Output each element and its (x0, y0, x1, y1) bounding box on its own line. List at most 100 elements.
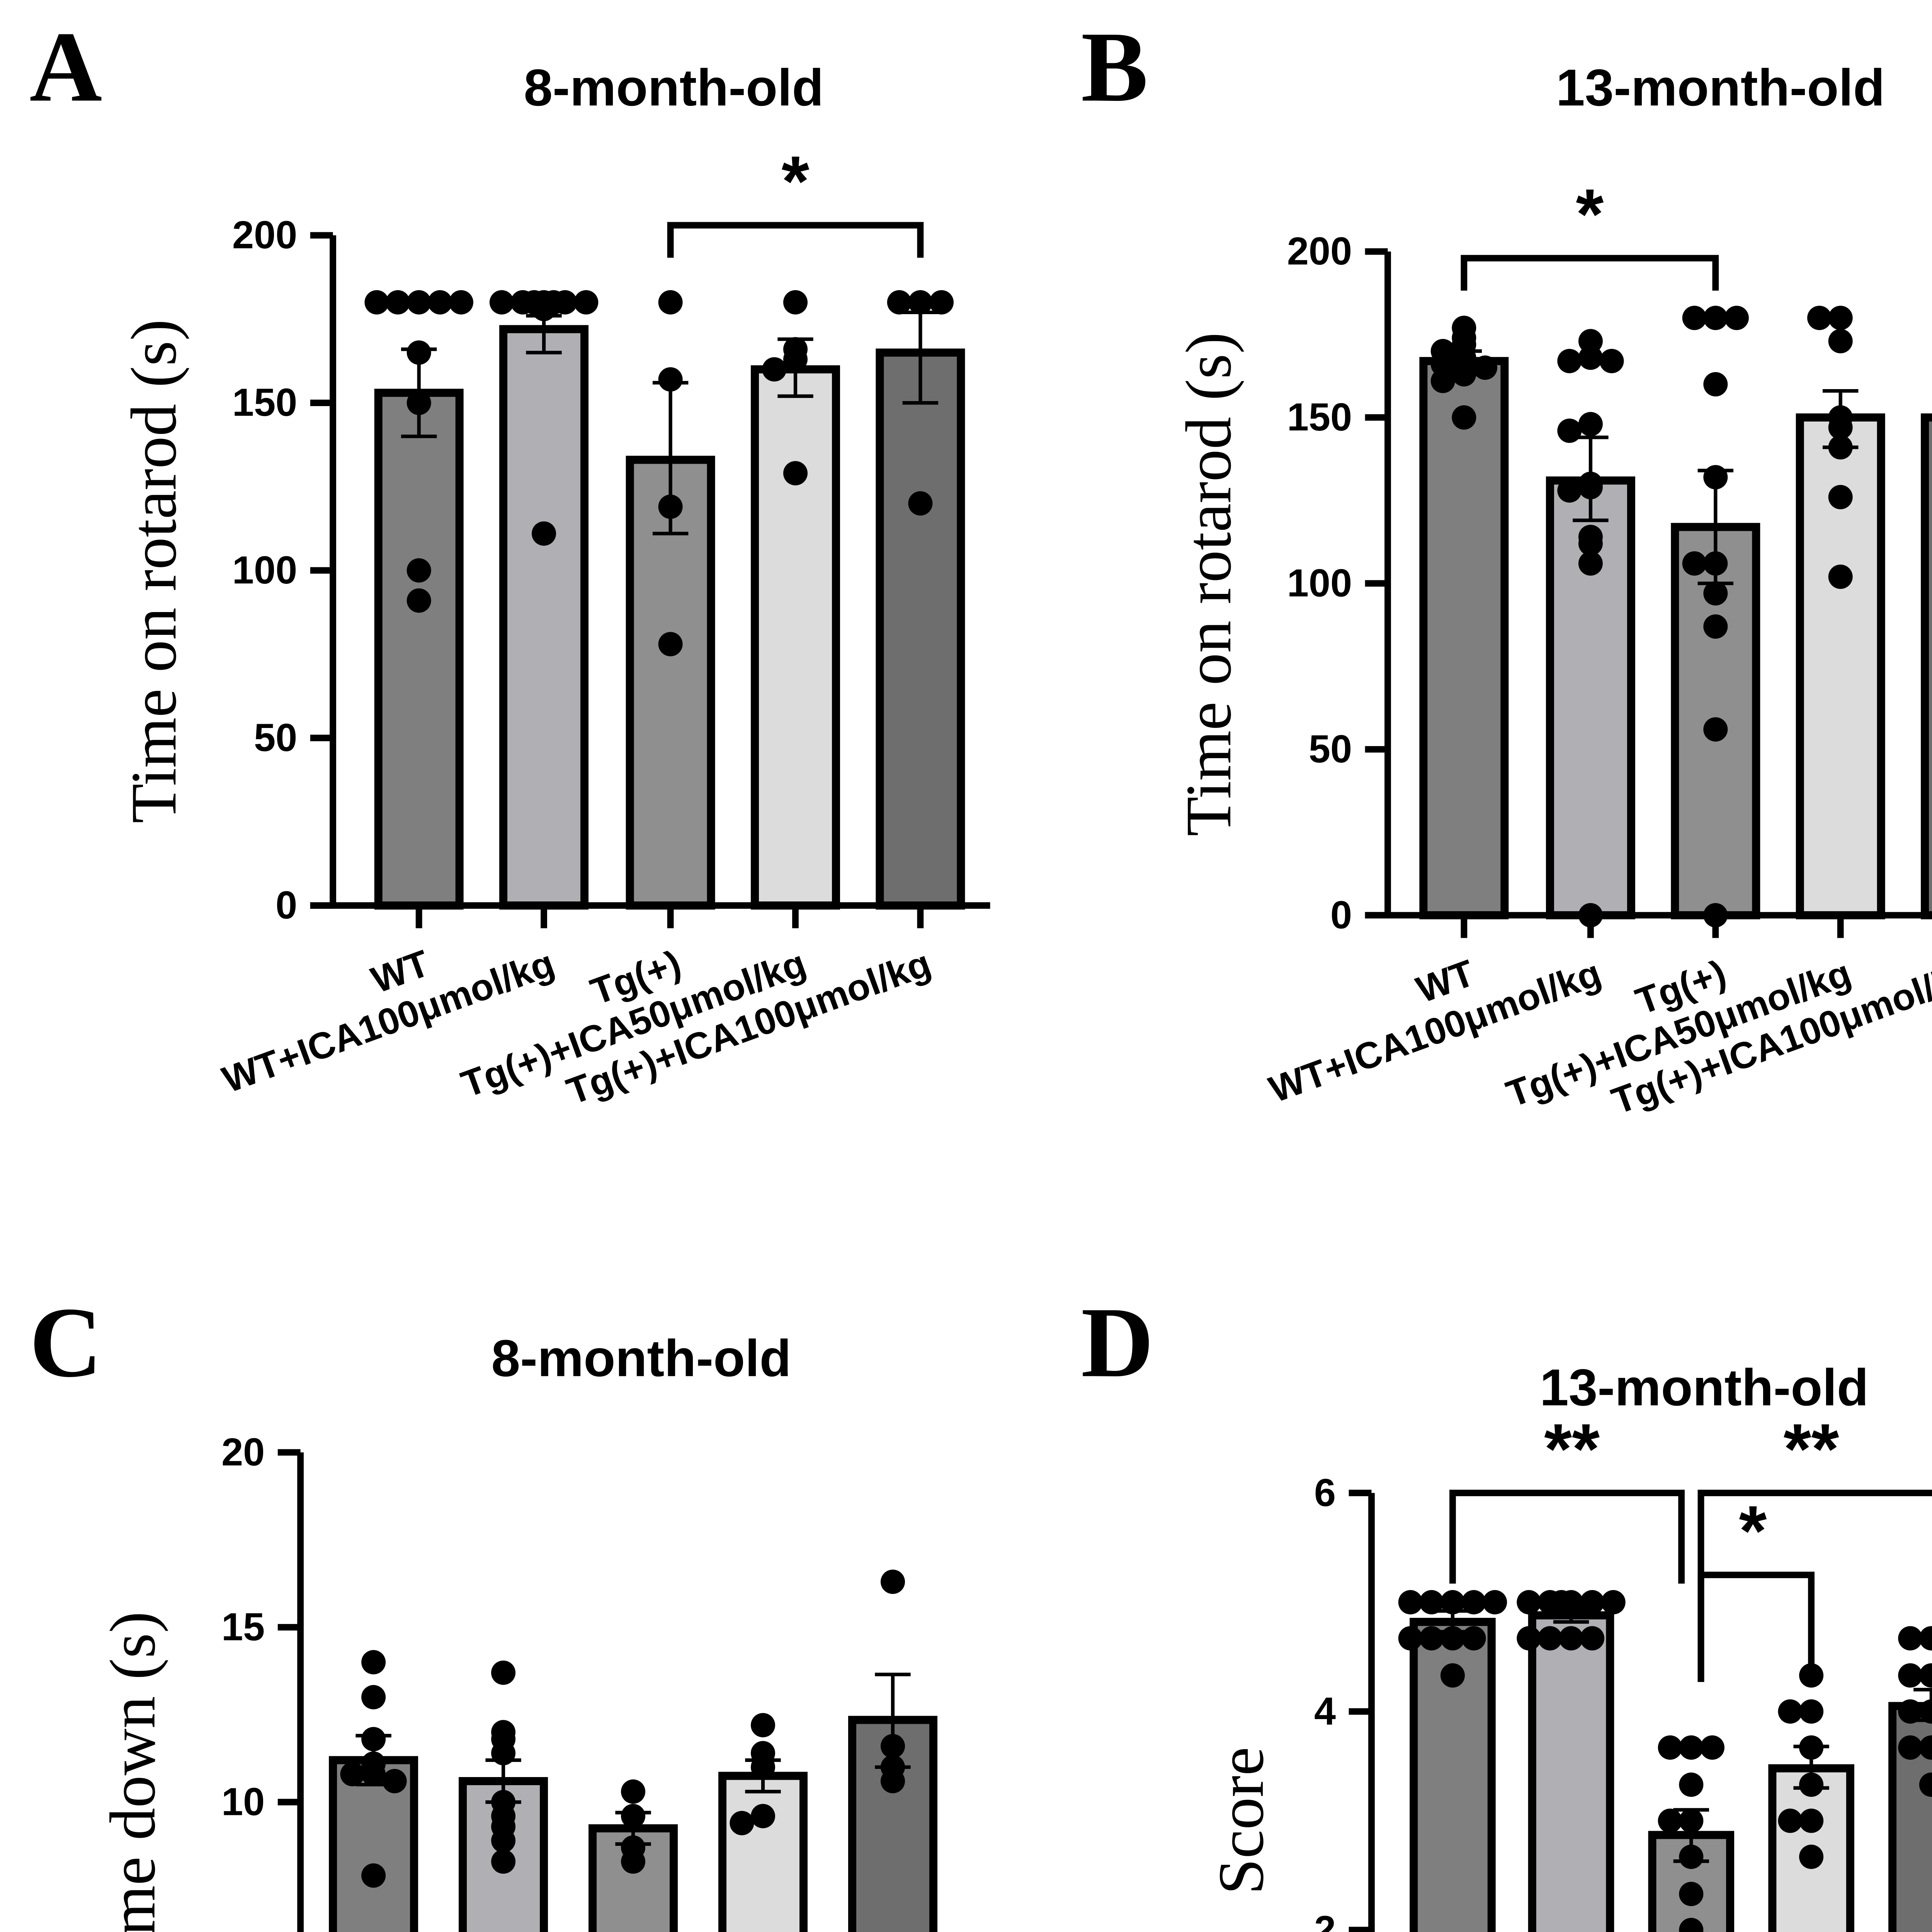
data-point (1398, 1590, 1423, 1615)
data-point (881, 1734, 905, 1759)
data-point (1703, 465, 1728, 490)
data-point (428, 290, 452, 315)
data-point (1828, 329, 1853, 354)
data-point (382, 1769, 407, 1794)
data-point (1679, 1882, 1704, 1906)
y-tick-label: 150 (232, 381, 297, 424)
data-point (1700, 1735, 1725, 1760)
data-point (1549, 1590, 1574, 1615)
data-point (1679, 1735, 1704, 1760)
data-point (658, 494, 683, 519)
data-point (1828, 415, 1853, 440)
y-tick-label: 200 (232, 214, 297, 257)
data-point (1799, 1844, 1824, 1869)
bar (374, 389, 464, 910)
data-point (1440, 1663, 1465, 1688)
panel-letter: D (1081, 1287, 1154, 1398)
y-tick-label: 10 (221, 1780, 265, 1823)
data-point (929, 290, 954, 315)
data-point (406, 290, 431, 315)
y-tick-label: 0 (276, 884, 297, 927)
bar (1921, 413, 1932, 920)
chart-title: 13-month-old (1540, 1359, 1869, 1417)
y-tick-label: 150 (1287, 396, 1352, 439)
significance-label: * (1739, 1491, 1767, 1571)
significance-label: * (1576, 175, 1604, 254)
data-point (1703, 306, 1728, 330)
data-point (361, 1650, 386, 1675)
y-axis-label: Time on rotarod (s) (1173, 332, 1245, 837)
data-point (491, 1828, 516, 1853)
data-point (783, 347, 808, 372)
data-point (1578, 531, 1603, 556)
significance-label: ** (1544, 1409, 1600, 1489)
data-point (908, 290, 933, 315)
data-point (1778, 1699, 1803, 1724)
chart-title: 8-month-old (524, 59, 823, 117)
data-point (1580, 1590, 1605, 1615)
y-tick-label: 6 (1314, 1471, 1336, 1514)
data-point (1919, 1735, 1932, 1760)
data-point (361, 1727, 386, 1752)
data-point (1898, 1626, 1923, 1651)
data-point (1452, 405, 1476, 430)
data-point (1682, 551, 1707, 576)
data-point (1799, 1772, 1824, 1797)
data-point (1578, 551, 1603, 576)
data-point (1919, 1626, 1932, 1651)
data-point (1452, 362, 1476, 387)
bar (876, 349, 965, 910)
bar (751, 365, 840, 910)
data-point (1799, 1808, 1824, 1833)
data-point (1430, 369, 1455, 393)
data-point (783, 290, 808, 315)
data-point (887, 290, 912, 315)
panel-a: A 8-month-old Time on rotarod (s) 0 50 100 150… (29, 11, 990, 1112)
significance-bracket (667, 222, 924, 258)
data-point (1559, 1626, 1583, 1651)
data-point (1679, 1918, 1704, 1932)
panel-letter: C (29, 1287, 102, 1398)
data-point (1599, 349, 1624, 373)
significance-bracket (1449, 1490, 1685, 1584)
data-point (730, 1811, 754, 1835)
panel-d: D13-month-oldScore0246WTWT+ICA100μmol/kg… (1081, 1287, 1932, 1932)
data-point (361, 1685, 386, 1709)
panel-letter: B (1081, 11, 1148, 122)
data-point (1658, 1808, 1682, 1833)
data-point (1473, 355, 1497, 380)
data-point (1419, 1626, 1444, 1651)
data-point (1703, 551, 1728, 576)
data-point (621, 1804, 646, 1828)
data-point (361, 1863, 386, 1888)
data-point (751, 1755, 776, 1779)
data-point (621, 1849, 646, 1874)
data-point (1578, 475, 1603, 500)
data-point (361, 1762, 386, 1786)
data-point (406, 340, 431, 365)
y-tick-label: 4 (1314, 1690, 1336, 1733)
data-point (658, 632, 683, 656)
data-point (1557, 418, 1582, 443)
data-point (1898, 1699, 1923, 1724)
data-point (491, 1849, 516, 1874)
significance-bracket (1697, 1571, 1815, 1682)
significance-label: * (782, 142, 810, 221)
significance-bracket (1461, 255, 1719, 291)
significance-label: ** (1784, 1409, 1839, 1489)
data-point (658, 290, 683, 315)
data-point (491, 1660, 516, 1685)
data-point (1440, 1590, 1465, 1615)
data-point (1461, 1590, 1486, 1615)
chart-title: 8-month-old (491, 1329, 791, 1387)
bar (1419, 357, 1509, 920)
data-point (908, 491, 933, 516)
data-point (1679, 1808, 1704, 1833)
y-axis-label: Score (1205, 1747, 1277, 1895)
bar (499, 325, 589, 910)
y-tick-label: 0 (1330, 893, 1352, 937)
data-point (1537, 1626, 1562, 1651)
data-point (1799, 1699, 1824, 1724)
